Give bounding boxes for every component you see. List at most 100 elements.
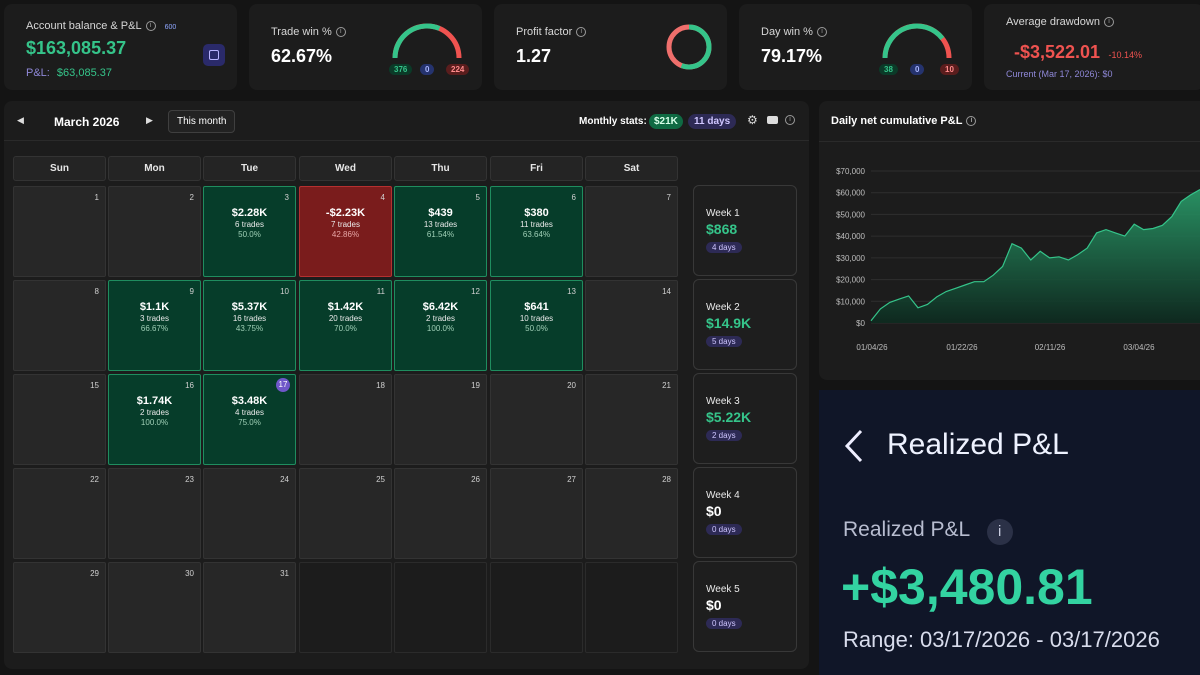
day-number: 13: [567, 287, 576, 296]
calendar-day-cell[interactable]: 18: [299, 374, 392, 465]
calendar-day-cell[interactable]: 25: [299, 468, 392, 559]
week-summary[interactable]: Week 2 $14.9K 5 days: [693, 279, 797, 370]
week-label: Week 5: [706, 584, 740, 595]
realized-value: +$3,480.81: [841, 559, 1093, 615]
weekday-header: Mon: [108, 156, 201, 181]
gauge-loss-arc: [392, 23, 462, 59]
drawdown-pct: -10.14%: [1108, 50, 1143, 60]
calendar-day-cell[interactable]: 27: [490, 468, 583, 559]
calendar-day-cell[interactable]: 24: [203, 468, 296, 559]
calendar-day-cell[interactable]: 16 $1.74K 2 trades 100.0%: [108, 374, 201, 465]
day-number: 23: [185, 475, 194, 484]
calendar-day-cell[interactable]: 13 $641 10 trades 50.0%: [490, 280, 583, 371]
calendar-day-cell[interactable]: 15: [13, 374, 106, 465]
calendar-day-cell[interactable]: 28: [585, 468, 678, 559]
calendar-day-cell[interactable]: 9 $1.1K 3 trades 66.67%: [108, 280, 201, 371]
drawdown-row: -$3,522.01 -10.14%: [1014, 42, 1142, 63]
week-summary[interactable]: Week 3 $5.22K 2 days: [693, 373, 797, 464]
info-icon[interactable]: i: [576, 27, 587, 38]
info-icon[interactable]: i: [1103, 17, 1114, 28]
share-icon[interactable]: [203, 44, 225, 66]
drawdown-current: Current (Mar 17, 2026): $0: [1006, 69, 1113, 79]
trade-win-value: 62.67%: [271, 46, 333, 66]
day-trades: 13 trades: [423, 220, 458, 229]
week-days-pill: 0 days: [706, 618, 742, 629]
y-tick-label: $40,000: [836, 232, 865, 241]
day-number: 12: [471, 287, 480, 296]
prev-month-icon[interactable]: ◀: [17, 115, 24, 125]
month-title: March 2026: [54, 115, 120, 129]
calendar-day-cell[interactable]: 3 $2.28K 6 trades 50.0%: [203, 186, 296, 277]
day-pnl: -$2.23K: [325, 207, 366, 219]
profit-factor-ring: [666, 24, 712, 70]
chart-title: Daily net cumulative P&L: [831, 115, 963, 127]
this-month-button[interactable]: This month: [168, 110, 236, 133]
calendar-day-cell[interactable]: 6 $380 11 trades 63.64%: [490, 186, 583, 277]
calendar-day-cell[interactable]: 26: [394, 468, 487, 559]
week-summary[interactable]: Week 4 $0 0 days: [693, 467, 797, 558]
day-number: 20: [567, 381, 576, 390]
day-trades: 20 trades: [328, 314, 363, 323]
camera-icon[interactable]: [767, 116, 778, 124]
day-trades: 2 trades: [140, 408, 169, 417]
calendar-day-cell[interactable]: [585, 562, 678, 653]
calendar-day-cell[interactable]: 4 -$2.23K 7 trades 42.86%: [299, 186, 392, 277]
calendar-day-cell[interactable]: 17 $3.48K 4 trades 75.0%: [203, 374, 296, 465]
info-icon[interactable]: i: [966, 116, 977, 127]
weekday-header: Fri: [490, 156, 583, 181]
pnl-row: P&L: $63,085.37: [26, 67, 112, 79]
x-tick-label: 01/04/26: [856, 343, 888, 352]
info-icon[interactable]: i: [335, 27, 346, 38]
x-tick-label: 03/04/26: [1123, 343, 1155, 352]
calendar-day-cell[interactable]: 30: [108, 562, 201, 653]
info-icon[interactable]: i: [986, 518, 1013, 545]
week-summary[interactable]: Week 5 $0 0 days: [693, 561, 797, 652]
day-number: 27: [567, 475, 576, 484]
calendar-day-cell[interactable]: 7: [585, 186, 678, 277]
calendar-day-cell[interactable]: 20: [490, 374, 583, 465]
day-number: 15: [90, 381, 99, 390]
gear-icon[interactable]: ⚙: [747, 113, 758, 127]
week-summary[interactable]: Week 1 $868 4 days: [693, 185, 797, 276]
week-label: Week 2: [706, 302, 740, 313]
profit-factor-card: Profit factor i 1.27: [494, 4, 727, 90]
calendar-day-cell[interactable]: [490, 562, 583, 653]
calendar-day-cell[interactable]: 23: [108, 468, 201, 559]
calendar-day-cell[interactable]: [394, 562, 487, 653]
calendar-day-cell[interactable]: 11 $1.42K 20 trades 70.0%: [299, 280, 392, 371]
x-tick-label: 01/22/26: [946, 343, 978, 352]
week-days-pill: 2 days: [706, 430, 742, 441]
day-number: 1: [94, 193, 99, 202]
pnl-value: $63,085.37: [56, 67, 112, 79]
info-icon[interactable]: i: [785, 115, 795, 125]
day-winrate: 75.0%: [238, 418, 261, 427]
week-label: Week 1: [706, 208, 740, 219]
day-number: 18: [376, 381, 385, 390]
info-icon[interactable]: i: [816, 27, 827, 38]
day-pnl: $1.42K: [327, 301, 364, 313]
info-icon[interactable]: i: [145, 21, 156, 32]
week-value: $868: [706, 221, 738, 237]
calendar-day-cell[interactable]: 21: [585, 374, 678, 465]
calendar-day-cell[interactable]: 19: [394, 374, 487, 465]
day-pnl: $641: [524, 301, 549, 313]
week-value: $5.22K: [706, 409, 752, 425]
calendar-day-cell[interactable]: 10 $5.37K 16 trades 43.75%: [203, 280, 296, 371]
calendar-day-cell[interactable]: 1: [13, 186, 106, 277]
calendar-day-cell[interactable]: 8: [13, 280, 106, 371]
calendar-day-cell[interactable]: 2: [108, 186, 201, 277]
trade-win-card: Trade win % i 62.67% 376 0 224: [249, 4, 482, 90]
back-chevron-icon[interactable]: [841, 428, 867, 464]
day-pnl: $6.42K: [422, 301, 459, 313]
calendar-day-cell[interactable]: 14: [585, 280, 678, 371]
calendar-day-cell[interactable]: [299, 562, 392, 653]
calendar-day-cell[interactable]: 22: [13, 468, 106, 559]
calendar-day-cell[interactable]: 12 $6.42K 2 trades 100.0%: [394, 280, 487, 371]
chart-divider: [819, 141, 1200, 142]
calendar-day-cell[interactable]: 5 $439 13 trades 61.54%: [394, 186, 487, 277]
day-trades: 7 trades: [331, 220, 360, 229]
calendar-day-cell[interactable]: 29: [13, 562, 106, 653]
calendar-day-cell[interactable]: 31: [203, 562, 296, 653]
day-win-card: Day win % i 79.17% 38 0 10: [739, 4, 972, 90]
next-month-icon[interactable]: ▶: [146, 115, 153, 125]
